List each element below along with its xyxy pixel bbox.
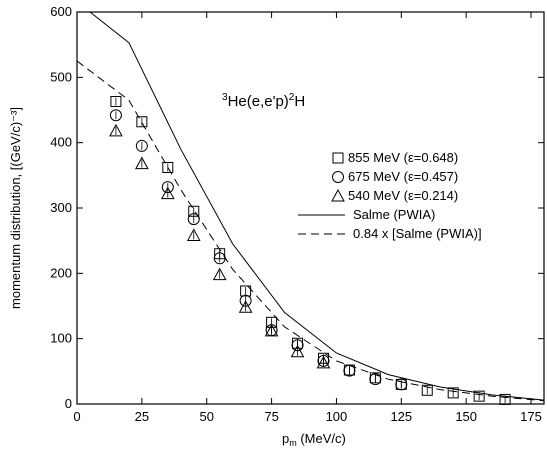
points — [109, 96, 511, 405]
data-point-square — [473, 390, 485, 402]
data-point-circle — [369, 373, 382, 386]
annotation-pre: 3 — [222, 92, 228, 103]
data-point-square — [136, 116, 148, 128]
x-tick-label: 175 — [520, 409, 542, 424]
data-point-triangle — [109, 123, 123, 137]
legend-marker-square — [332, 152, 344, 164]
ticks: 0 25 50 75 100 125 150 175 0 100 200 300 400 500 600 — [50, 4, 544, 424]
data-point-square — [447, 387, 459, 399]
data-point-circle — [395, 378, 408, 391]
legend-label: 675 MeV (ε=0.457) — [348, 169, 458, 184]
data-point-square — [499, 393, 511, 405]
x-axis-label-rest: (MeV/c) — [297, 431, 346, 446]
legend-label: 0.84 x [Salme (PWIA)] — [353, 226, 482, 241]
legend-marker-circle — [332, 171, 344, 183]
plot-frame — [76, 11, 545, 405]
x-tick-label: 100 — [326, 409, 348, 424]
data-point-circle — [343, 364, 356, 377]
data-point-triangle — [186, 228, 201, 241]
legend-marker-triangle — [331, 188, 345, 202]
data-point-circle — [135, 139, 148, 152]
annotation-main2: H — [294, 93, 305, 110]
curves — [76, 11, 545, 402]
annotation-main1: He(e,e'p) — [228, 93, 289, 110]
data-point-triangle — [238, 300, 253, 313]
x-tick-label: 0 — [73, 409, 80, 424]
legend-label: 540 MeV (ε=0.214) — [348, 188, 458, 203]
data-point-square — [421, 384, 433, 396]
x-tick-label: 75 — [264, 409, 278, 424]
legend-label: 855 MeV (ε=0.648) — [348, 150, 458, 165]
x-axis-label-main: p — [282, 431, 289, 446]
data-point-triangle — [135, 156, 149, 170]
y-tick-label: 300 — [50, 200, 72, 215]
y-tick-label: 500 — [50, 69, 72, 84]
y-tick-label: 100 — [50, 331, 72, 346]
x-tick-label: 25 — [135, 409, 149, 424]
x-tick-label: 125 — [390, 409, 412, 424]
data-point-triangle — [290, 344, 305, 358]
x-tick-label: 150 — [455, 409, 477, 424]
data-point-triangle — [212, 267, 227, 281]
data-point-triangle — [160, 186, 175, 200]
data-point-triangle — [316, 355, 331, 369]
data-point-square — [110, 96, 122, 108]
data-point-square — [162, 161, 174, 173]
x-axis-label-sub: m — [289, 438, 297, 448]
series-line-4 — [76, 60, 545, 402]
x-axis-label: pm (MeV/c) — [282, 431, 346, 448]
annotation-mid: 2 — [289, 92, 295, 103]
x-tick-label: 50 — [199, 409, 213, 424]
y-tick-label: 0 — [65, 396, 72, 411]
annotation: 3He(e,e'p)2H — [222, 92, 305, 110]
y-tick-label: 600 — [50, 4, 72, 19]
y-axis-label: momentum distribution, [(GeV/c)⁻³] — [8, 107, 23, 309]
data-point-square — [240, 285, 252, 297]
data-point-triangle — [264, 323, 279, 337]
y-tick-label: 200 — [50, 265, 72, 280]
y-tick-label: 400 — [50, 135, 72, 150]
data-point-circle — [109, 109, 122, 122]
data-point-circle — [213, 252, 226, 265]
legend: 855 MeV (ε=0.648) 675 MeV (ε=0.457) 540 Me… — [298, 150, 482, 241]
data-point-circle — [187, 213, 200, 226]
legend-label: Salme (PWIA) — [353, 207, 435, 222]
series-line-3 — [89, 11, 545, 401]
